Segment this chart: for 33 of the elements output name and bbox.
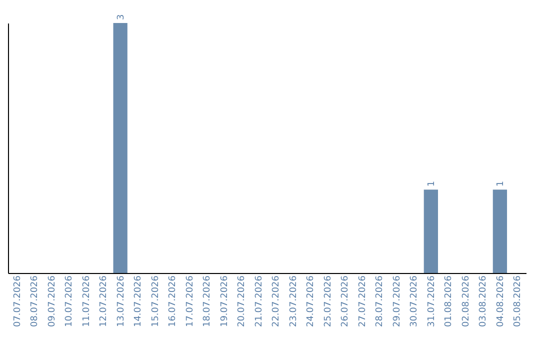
x-tick-label: 25.07.2026: [323, 275, 334, 328]
x-tick-label: 27.07.2026: [358, 275, 368, 328]
x-tick-label: 21.07.2026: [254, 275, 264, 328]
x-tick-label: 15.07.2026: [150, 275, 161, 328]
x-tick-label: 10.07.2026: [64, 275, 75, 328]
x-tick-label: 04.08.2026: [496, 275, 506, 328]
x-tick-label: 12.07.2026: [99, 275, 110, 328]
x-tick-label: 20.07.2026: [237, 275, 248, 328]
x-tick-label: 09.07.2026: [47, 275, 58, 328]
x-tick-label: 22.07.2026: [272, 275, 282, 328]
x-tick-label: 14.07.2026: [134, 275, 144, 328]
x-tick-label: 28.07.2026: [375, 275, 386, 328]
x-tick-label: 03.08.2026: [478, 275, 489, 328]
x-tick-label: 31.07.2026: [426, 275, 437, 328]
x-tick-label: 23.07.2026: [288, 275, 299, 328]
data-label: 3: [116, 14, 126, 20]
data-label: 1: [496, 180, 506, 187]
x-tick-label: 30.07.2026: [410, 275, 420, 328]
x-tick-label: 07.07.2026: [12, 275, 23, 328]
x-tick-label: 19.07.2026: [220, 275, 230, 328]
x-tick-label: 29.07.2026: [392, 275, 402, 328]
x-tick-label: 16.07.2026: [168, 275, 178, 328]
x-tick-label: 02.08.2026: [461, 275, 472, 328]
x-tick-label: 17.07.2026: [185, 275, 196, 328]
x-tick-label: 11.07.2026: [82, 275, 92, 328]
x-tick-label: 18.07.2026: [202, 275, 213, 328]
data-label: 1: [426, 180, 437, 187]
x-tick-label: 24.07.2026: [306, 275, 316, 328]
x-tick-label: 26.07.2026: [340, 275, 351, 328]
x-tick-label: 13.07.2026: [116, 275, 126, 328]
x-tick-label: 05.08.2026: [513, 275, 524, 328]
x-tick-label: 01.08.2026: [444, 275, 454, 328]
x-tick-label: 08.07.2026: [30, 275, 40, 328]
